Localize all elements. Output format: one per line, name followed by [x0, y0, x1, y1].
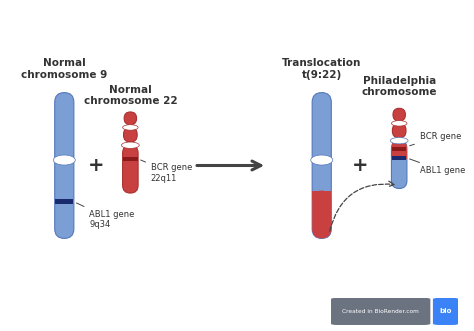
Text: BCR gene
22q11: BCR gene 22q11: [141, 160, 192, 183]
Ellipse shape: [121, 142, 139, 148]
FancyBboxPatch shape: [312, 93, 331, 238]
Text: ABL1 gene: ABL1 gene: [410, 159, 465, 175]
Ellipse shape: [53, 155, 75, 165]
Bar: [312, 191, 331, 200]
FancyBboxPatch shape: [393, 108, 405, 121]
FancyBboxPatch shape: [124, 112, 137, 125]
FancyBboxPatch shape: [123, 145, 138, 193]
Bar: [392, 147, 407, 151]
Bar: [123, 157, 137, 161]
Ellipse shape: [392, 120, 407, 126]
Ellipse shape: [311, 155, 333, 165]
Text: BCR gene: BCR gene: [410, 132, 461, 146]
Text: Normal
chromosome 9: Normal chromosome 9: [21, 58, 108, 80]
Text: +: +: [88, 156, 104, 175]
Text: Normal
chromosome 22: Normal chromosome 22: [83, 85, 177, 106]
Text: ABL1 gene
9q34: ABL1 gene 9q34: [76, 203, 135, 229]
Ellipse shape: [123, 125, 138, 130]
FancyBboxPatch shape: [124, 127, 137, 142]
Text: +: +: [352, 156, 369, 175]
Ellipse shape: [390, 137, 408, 144]
Text: Translocation
t(9:22): Translocation t(9:22): [282, 58, 361, 80]
FancyBboxPatch shape: [392, 140, 407, 159]
Bar: [392, 156, 407, 160]
FancyBboxPatch shape: [392, 123, 406, 138]
Text: Philadelphia
chromosome: Philadelphia chromosome: [362, 75, 437, 97]
Bar: [55, 199, 73, 204]
Bar: [392, 151, 407, 159]
FancyBboxPatch shape: [55, 93, 74, 238]
FancyBboxPatch shape: [392, 141, 407, 189]
FancyBboxPatch shape: [312, 191, 331, 238]
